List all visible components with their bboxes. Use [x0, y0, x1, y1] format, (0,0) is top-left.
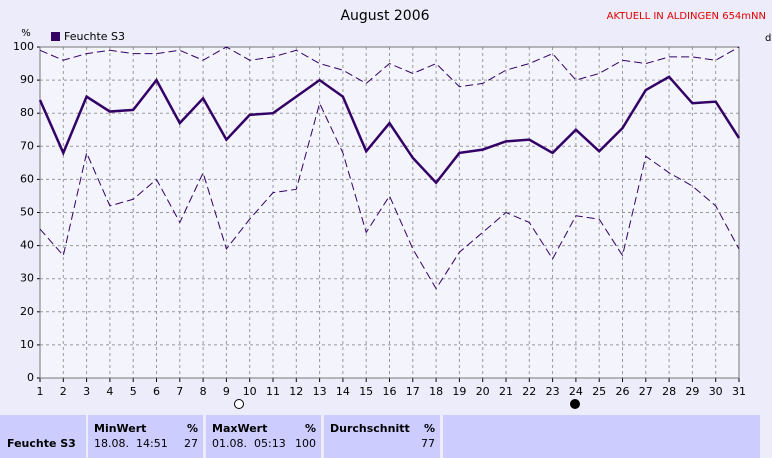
- x-tick-label: 29: [685, 385, 699, 398]
- moon-icon: [570, 399, 580, 409]
- right-label: d: [765, 33, 771, 44]
- series-line: [39, 46, 740, 88]
- series-line: [38, 75, 741, 185]
- moon-icon: [234, 399, 244, 409]
- x-tick-label: 31: [732, 385, 746, 398]
- x-tick-label: 13: [313, 385, 327, 398]
- x-tick-label: 21: [499, 385, 513, 398]
- series-line: [39, 101, 740, 290]
- y-axis-label: %: [21, 28, 31, 39]
- x-tick-label: 28: [662, 385, 676, 398]
- x-tick-label: 12: [289, 385, 303, 398]
- stats-unit: %: [423, 422, 435, 435]
- x-tick-label: 18: [429, 385, 443, 398]
- stats-unit: %: [304, 422, 316, 435]
- stats-cell: Durchschnitt% 77: [324, 415, 440, 458]
- y-tick-label: 60: [20, 172, 34, 185]
- x-tick-label: 11: [266, 385, 280, 398]
- stats-value: 77: [421, 437, 435, 450]
- y-tick-label: 80: [20, 106, 34, 119]
- x-tick-label: 24: [569, 385, 583, 398]
- stats-time: 14:51: [136, 437, 168, 450]
- stats-label-cell: Feuchte S3: [0, 415, 86, 458]
- x-tick-label: 20: [476, 385, 490, 398]
- stats-cell: MaxWert% 01.08. 05:13 100: [206, 415, 321, 458]
- y-tick-label: 30: [20, 272, 34, 285]
- stats-value: 27: [184, 437, 198, 450]
- x-tick-label: 6: [153, 385, 160, 398]
- y-tick-label: 0: [27, 371, 34, 384]
- stats-value: 100: [295, 437, 316, 450]
- x-tick-label: 25: [592, 385, 606, 398]
- stats-unit: %: [186, 422, 198, 435]
- y-tick-label: 70: [20, 139, 34, 152]
- y-tick-label: 20: [20, 305, 34, 318]
- plot-frame: [39, 46, 740, 379]
- x-tick-label: 2: [60, 385, 67, 398]
- stats-header: MinWert: [94, 422, 147, 435]
- x-tick-label: 19: [452, 385, 466, 398]
- x-tick-label: 27: [639, 385, 653, 398]
- legend-swatch: [51, 32, 60, 41]
- y-tick-label: 100: [13, 40, 34, 53]
- x-tick-label: 30: [709, 385, 723, 398]
- x-tick-label: 7: [176, 385, 183, 398]
- annotation: AKTUELL IN ALDINGEN 654mNN: [607, 11, 766, 22]
- x-tick-label: 16: [383, 385, 397, 398]
- stats-label: Feuchte S3: [7, 437, 76, 450]
- x-tick-label: 8: [200, 385, 207, 398]
- stats-cell: MinWert% 18.08. 14:51 27: [88, 415, 203, 458]
- y-tick-label: 50: [20, 206, 34, 219]
- x-tick-label: 14: [336, 385, 350, 398]
- x-tick-label: 4: [106, 385, 113, 398]
- chart-title: August 2006: [340, 8, 429, 24]
- y-tick-label: 90: [20, 73, 34, 86]
- stats-date: 18.08.: [94, 437, 129, 450]
- x-tick-label: 17: [406, 385, 420, 398]
- x-tick-label: 9: [223, 385, 230, 398]
- stats-header: MaxWert: [212, 422, 268, 435]
- legend-label: Feuchte S3: [64, 30, 125, 43]
- x-tick-label: 26: [616, 385, 630, 398]
- chart: August 2006 AKTUELL IN ALDINGEN 654mNN %…: [13, 8, 771, 409]
- x-tick-label: 23: [546, 385, 560, 398]
- x-tick-label: 22: [522, 385, 536, 398]
- empty-cell: [443, 415, 760, 458]
- x-tick-label: 5: [130, 385, 137, 398]
- y-tick-label: 10: [20, 338, 34, 351]
- stats-date: 01.08.: [212, 437, 247, 450]
- x-tick-label: 1: [37, 385, 44, 398]
- stats-time: 05:13: [254, 437, 286, 450]
- x-tick-label: 3: [83, 385, 90, 398]
- x-tick-label: 15: [359, 385, 373, 398]
- x-tick-label: 10: [243, 385, 257, 398]
- y-tick-label: 40: [20, 239, 34, 252]
- stats-header: Durchschnitt: [330, 422, 410, 435]
